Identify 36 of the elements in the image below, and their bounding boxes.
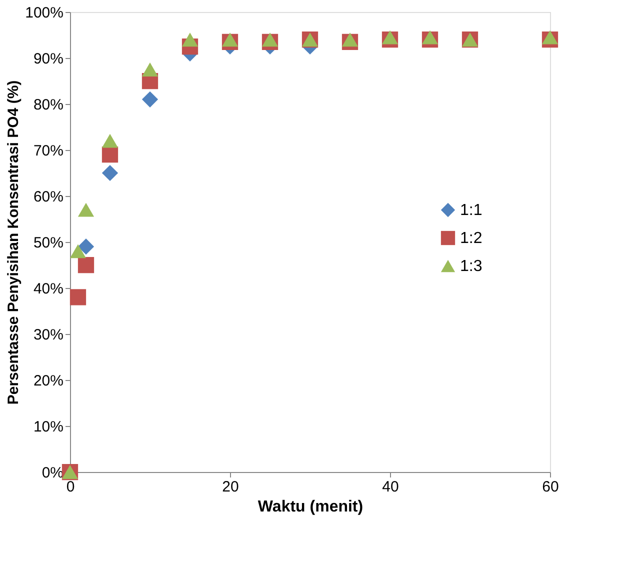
point (78, 256, 94, 274)
point (262, 32, 278, 47)
point (102, 164, 118, 182)
point (102, 134, 118, 148)
point (142, 62, 158, 76)
y-tick-label: 70% (33, 142, 64, 160)
x-tick-label: 0 (66, 478, 75, 496)
legend-label: 1:2 (460, 230, 482, 247)
y-tick-label: 50% (33, 234, 64, 252)
point (182, 32, 198, 47)
y-tick-label: 60% (33, 188, 64, 206)
point (102, 146, 118, 163)
point (70, 289, 86, 306)
y-axis-title: Persentasse Penyisihan Konsentrasi PO4 (%) (5, 80, 22, 405)
y-tick-label: 40% (33, 280, 64, 298)
legend-label: 1:3 (460, 258, 482, 275)
point (222, 32, 238, 47)
y-tick-label: 90% (33, 50, 64, 68)
point (542, 30, 558, 44)
x-axis-title: Waktu (menit) (258, 498, 364, 516)
point (78, 202, 94, 217)
y-tick-label: 10% (33, 418, 64, 436)
y-tick-label: 20% (33, 372, 64, 390)
point (382, 30, 398, 44)
point (422, 30, 438, 44)
y-tick-label: 30% (33, 326, 64, 344)
point (142, 91, 158, 108)
legend-label: 1:1 (460, 202, 482, 219)
y-tick-label: 80% (33, 96, 64, 114)
point (70, 244, 86, 258)
x-tick-label: 60 (542, 478, 559, 496)
point (342, 32, 358, 47)
point (78, 238, 94, 255)
x-tick-label: 20 (222, 478, 239, 496)
x-tick-label: 40 (382, 478, 399, 496)
y-tick-label: 100% (25, 4, 64, 22)
